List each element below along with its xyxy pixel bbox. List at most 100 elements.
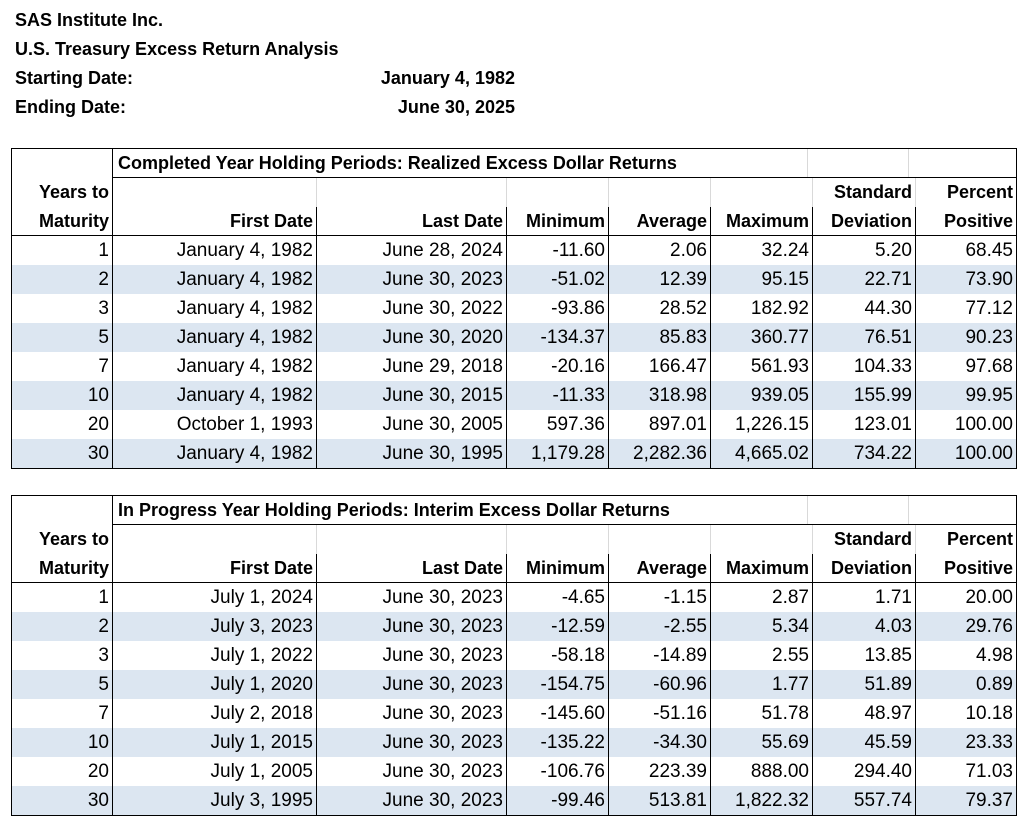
header-standard-deviation: Deviation bbox=[813, 207, 916, 236]
header-years-to-maturity: Maturity bbox=[12, 207, 113, 236]
cell-maximum: 4,665.02 bbox=[711, 439, 813, 468]
cell-average: 166.47 bbox=[609, 352, 711, 381]
starting-date-value: January 4, 1982 bbox=[380, 68, 515, 88]
cell-maximum: 888.00 bbox=[711, 757, 813, 786]
table-row: 2 July 3, 2023 June 30, 2023 -12.59 -2.55 5.3… bbox=[12, 612, 1016, 641]
cell-first-date: January 4, 1982 bbox=[113, 381, 317, 410]
header-average bbox=[609, 525, 711, 554]
cell-first-date: January 4, 1982 bbox=[113, 265, 317, 294]
column-header-row: Years to Standard Percent bbox=[12, 178, 1016, 207]
cell-maximum: 95.15 bbox=[711, 265, 813, 294]
header-minimum bbox=[507, 525, 609, 554]
column-header-row: Maturity First Date Last Date Minimum Averag… bbox=[12, 554, 1016, 583]
cell-percent-positive: 4.98 bbox=[976, 645, 1013, 666]
table-title: Completed Year Holding Periods: Realized… bbox=[113, 149, 1016, 178]
completed-returns-table: Completed Year Holding Periods: Realized… bbox=[11, 148, 1017, 469]
cell-first-date: July 1, 2005 bbox=[113, 757, 317, 786]
header-minimum: Minimum bbox=[507, 554, 609, 583]
header-percent-positive: Positive bbox=[943, 558, 1013, 578]
table-row: 3 July 1, 2022 June 30, 2023 -58.18 -14.89 2.… bbox=[12, 641, 1016, 670]
cell-first-date: January 4, 1982 bbox=[113, 439, 317, 468]
header-years-to-maturity: Years to bbox=[12, 525, 113, 554]
table-row: 5 July 1, 2020 June 30, 2023 -154.75 -60.96 1… bbox=[12, 670, 1016, 699]
table-row: 20 October 1, 1993 June 30, 2005 597.36 897.… bbox=[12, 410, 1016, 439]
header-maximum: Maximum bbox=[711, 554, 813, 583]
cell-years-to-maturity: 10 bbox=[12, 381, 113, 410]
header-maximum bbox=[711, 525, 813, 554]
starting-date-label: Starting Date: bbox=[15, 68, 134, 88]
gridline bbox=[908, 496, 909, 524]
cell-minimum: -51.02 bbox=[507, 265, 609, 294]
cell-years-to-maturity: 1 bbox=[12, 236, 113, 265]
cell-minimum: -4.65 bbox=[507, 583, 609, 612]
cell-maximum: 2.55 bbox=[711, 641, 813, 670]
cell-last-date: June 30, 2023 bbox=[317, 699, 507, 728]
header-first-date: First Date bbox=[113, 207, 317, 236]
cell-years-to-maturity: 5 bbox=[12, 670, 113, 699]
header-first-date: First Date bbox=[113, 554, 317, 583]
header-last-date bbox=[317, 178, 507, 207]
cell-standard-deviation: 44.30 bbox=[813, 294, 916, 323]
cell-average: -2.55 bbox=[609, 612, 711, 641]
header-average: Average bbox=[609, 554, 711, 583]
cell-years-to-maturity: 1 bbox=[12, 583, 113, 612]
table-row: 7 July 2, 2018 June 30, 2023 -145.60 -51.16 5… bbox=[12, 699, 1016, 728]
cell-first-date: January 4, 1982 bbox=[113, 294, 317, 323]
cell-maximum: 2.87 bbox=[711, 583, 813, 612]
cell-years-to-maturity: 20 bbox=[12, 410, 113, 439]
table-row: 3 January 4, 1982 June 30, 2022 -93.86 28.52… bbox=[12, 294, 1016, 323]
cell-average: 897.01 bbox=[609, 410, 711, 439]
cell-minimum: -93.86 bbox=[507, 294, 609, 323]
header-years-to-maturity: Years to bbox=[12, 178, 113, 207]
cell-average: 2,282.36 bbox=[609, 439, 711, 468]
header-percent-positive: Percent bbox=[946, 182, 1013, 202]
cell-minimum: -20.16 bbox=[507, 352, 609, 381]
cell-percent-positive: 29.76 bbox=[965, 616, 1013, 637]
cell-minimum: -99.46 bbox=[507, 786, 609, 815]
table-row: 1 July 1, 2024 June 30, 2023 -4.65 -1.15 2.87… bbox=[12, 583, 1016, 612]
cell-last-date: June 30, 2022 bbox=[317, 294, 507, 323]
table-row: 1 January 4, 1982 June 28, 2024 -11.60 2.06 3… bbox=[12, 236, 1016, 265]
cell-standard-deviation: 1.71 bbox=[813, 583, 916, 612]
cell-last-date: June 30, 2023 bbox=[317, 786, 507, 815]
cell-years-to-maturity: 2 bbox=[12, 612, 113, 641]
cell-minimum: 1,179.28 bbox=[507, 439, 609, 468]
cell-last-date: June 30, 2005 bbox=[317, 410, 507, 439]
header-percent-positive: Percent bbox=[946, 529, 1013, 549]
cell-last-date: June 30, 2023 bbox=[317, 583, 507, 612]
header-standard-deviation: Standard bbox=[813, 178, 916, 207]
company-name: SAS Institute Inc. bbox=[15, 10, 164, 30]
header-average: Average bbox=[609, 207, 711, 236]
column-header-row: Years to Standard Percent bbox=[12, 525, 1016, 554]
header-average bbox=[609, 178, 711, 207]
cell-average: 85.83 bbox=[609, 323, 711, 352]
cell-minimum: -154.75 bbox=[507, 670, 609, 699]
cell-minimum: -11.33 bbox=[507, 381, 609, 410]
gridline bbox=[807, 149, 808, 177]
report-header: SAS Institute Inc. U.S. Treasury Excess … bbox=[15, 6, 515, 122]
cell-first-date: July 2, 2018 bbox=[113, 699, 317, 728]
cell-percent-positive: 20.00 bbox=[965, 587, 1013, 608]
cell-maximum: 182.92 bbox=[711, 294, 813, 323]
cell-last-date: June 28, 2024 bbox=[317, 236, 507, 265]
cell-standard-deviation: 45.59 bbox=[813, 728, 916, 757]
cell-standard-deviation: 5.20 bbox=[813, 236, 916, 265]
cell-first-date: July 1, 2020 bbox=[113, 670, 317, 699]
cell-percent-positive: 90.23 bbox=[965, 327, 1013, 348]
table-row: 7 January 4, 1982 June 29, 2018 -20.16 166.4… bbox=[12, 352, 1016, 381]
cell-last-date: June 30, 2023 bbox=[317, 641, 507, 670]
cell-percent-positive: 77.12 bbox=[965, 298, 1013, 319]
cell-percent-positive: 97.68 bbox=[965, 356, 1013, 377]
ending-date-row: Ending Date: June 30, 2025 bbox=[15, 93, 515, 122]
header-standard-deviation: Standard bbox=[813, 525, 916, 554]
cell-first-date: January 4, 1982 bbox=[113, 352, 317, 381]
cell-standard-deviation: 557.74 bbox=[813, 786, 916, 815]
cell-first-date: January 4, 1982 bbox=[113, 236, 317, 265]
cell-years-to-maturity: 20 bbox=[12, 757, 113, 786]
header-standard-deviation: Deviation bbox=[813, 554, 916, 583]
cell-percent-positive: 10.18 bbox=[965, 703, 1013, 724]
cell-last-date: June 30, 2023 bbox=[317, 728, 507, 757]
header-years-to-maturity: Maturity bbox=[12, 554, 113, 583]
cell-maximum: 360.77 bbox=[711, 323, 813, 352]
cell-standard-deviation: 4.03 bbox=[813, 612, 916, 641]
